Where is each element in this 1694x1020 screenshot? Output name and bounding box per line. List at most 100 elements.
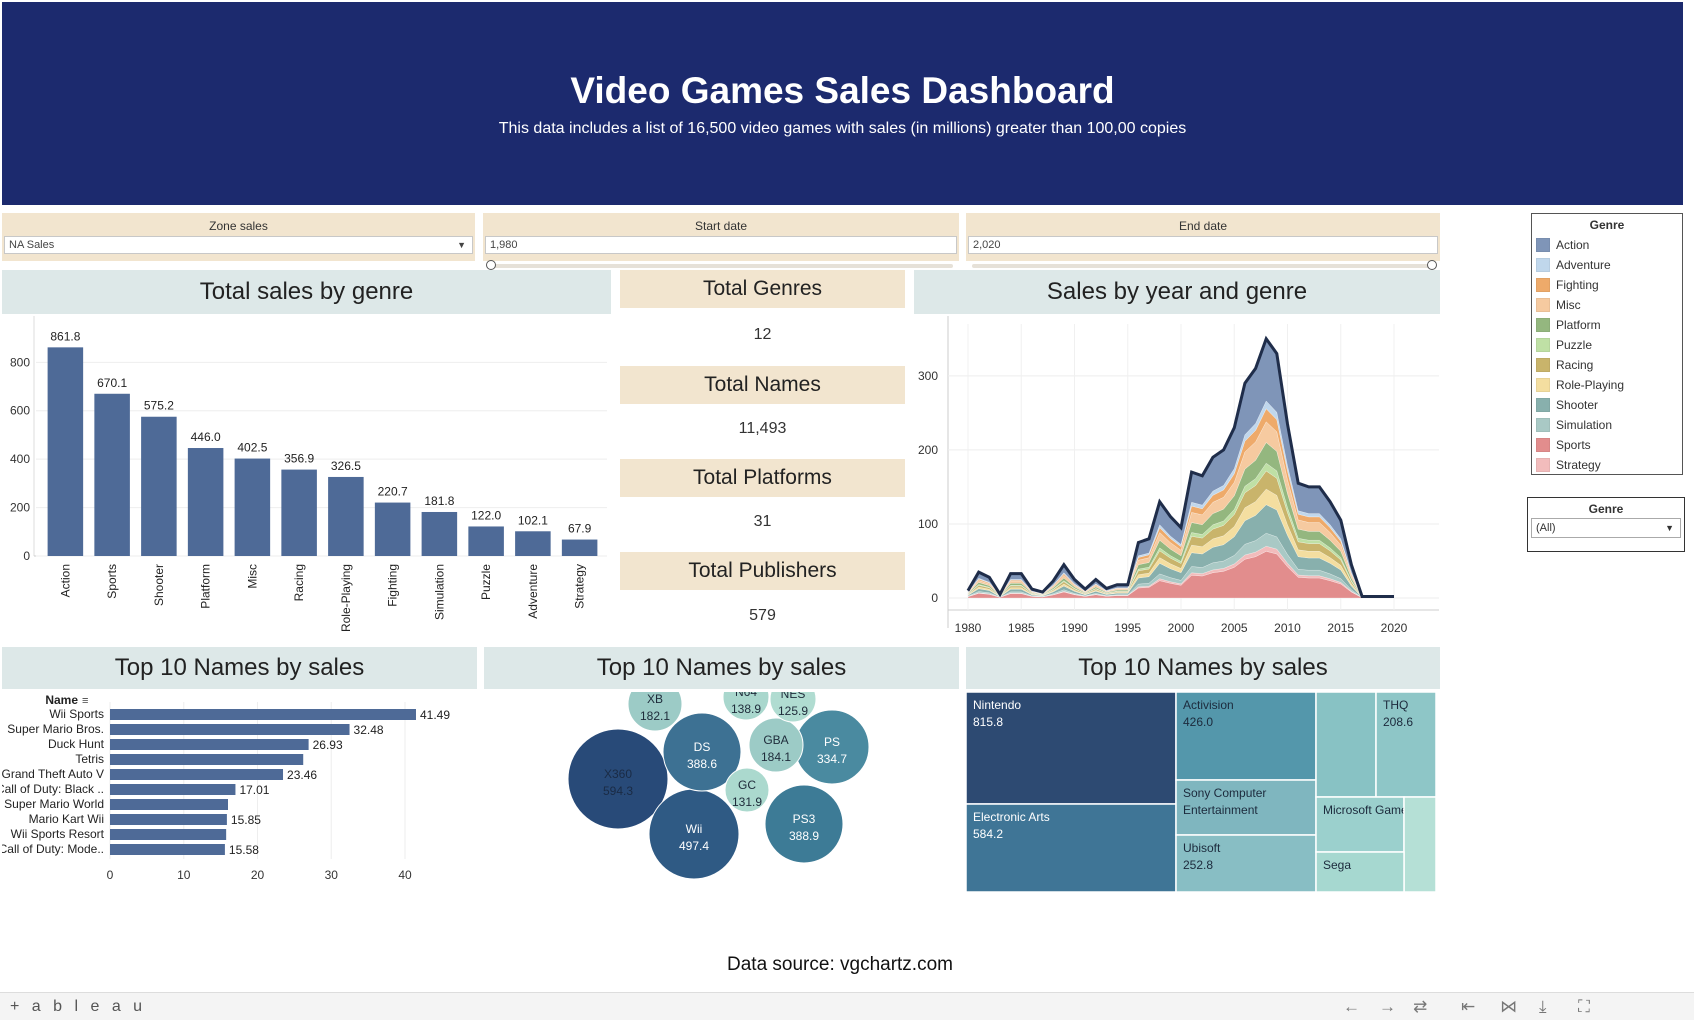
bubble-value: 497.4 (679, 839, 709, 853)
share-icon[interactable]: ⋈ (1500, 997, 1517, 1016)
data-source-note: Data source: vgchartz.com (727, 954, 953, 975)
genre-legend: Genre Action Adventure Fighting Misc Platfor… (1531, 213, 1683, 475)
bar-value-label: 181.8 (424, 494, 454, 508)
bar (110, 799, 228, 810)
fullscreen-icon[interactable]: ⛶ (1578, 997, 1590, 1016)
end-date-input[interactable]: 2,020 (968, 236, 1438, 254)
dashboard-header: Video Games Sales Dashboard This data in… (2, 2, 1683, 205)
legend-item[interactable]: Adventure (1532, 255, 1682, 275)
bar-value-label: 861.8 (50, 329, 80, 343)
treemap-cell (1175, 834, 1317, 892)
genre-dropdown[interactable]: (All) ▼ (1531, 518, 1681, 538)
bubble-value: 184.1 (761, 750, 791, 764)
zone-sales-label: Zone sales (209, 219, 268, 233)
genre-chart-title: Total sales by genre (2, 270, 611, 314)
x-tick-label: Role-Playing (339, 564, 353, 632)
start-date-slider-handle[interactable] (486, 260, 496, 270)
y-tick-label: 800 (10, 355, 30, 369)
legend-swatch (1536, 438, 1550, 452)
x-tick-label: 1995 (1114, 621, 1141, 635)
x-tick-label: Puzzle (479, 564, 493, 600)
end-date-slider-handle[interactable] (1427, 260, 1437, 270)
legend-item[interactable]: Misc (1532, 295, 1682, 315)
start-date-input[interactable]: 1,980 (485, 236, 957, 254)
end-date-slider-track[interactable] (972, 264, 1434, 268)
zone-sales-dropdown[interactable]: NA Sales ▼ (4, 236, 473, 254)
x-tick-label: Fighting (386, 564, 400, 607)
bar-value-label: 67.9 (568, 522, 592, 536)
year-genre-area-chart: 0 100 200 300 1980 1985 1990 1995 2000 2005 2010 20… (918, 316, 1439, 635)
start-date-label: Start date (694, 219, 748, 233)
legend-swatch (1536, 278, 1550, 292)
row-label: Super Mario World (4, 797, 104, 811)
row-label: Mario Kart Wii (29, 812, 104, 826)
treemap-label: Entertainment (1183, 803, 1258, 817)
y-tick-label: 0 (23, 549, 30, 563)
y-tick-label: 400 (10, 452, 30, 466)
x-tick-label: 2000 (1168, 621, 1195, 635)
download-icon[interactable]: ⤓ (1539, 997, 1547, 1016)
treemap-cell (1175, 779, 1317, 836)
row-label: Wii Sports (49, 707, 104, 721)
revert-icon[interactable]: ⇄ (1413, 997, 1428, 1016)
bubble-label: NES (781, 692, 806, 701)
bar (110, 739, 309, 750)
legend-swatch (1536, 358, 1550, 372)
treemap-label: Activision (1183, 698, 1234, 712)
legend-item[interactable]: Shooter (1532, 395, 1682, 415)
legend-item[interactable]: Racing (1532, 355, 1682, 375)
legend-swatch (1536, 318, 1550, 332)
legend-item[interactable]: Role-Playing (1532, 375, 1682, 395)
tableau-logo[interactable]: + a b l e a u (10, 998, 146, 1016)
legend-item[interactable]: Puzzle (1532, 335, 1682, 355)
kpi-platforms-label: Total Platforms (620, 459, 905, 497)
zone-sales-filter: Zone sales NA Sales ▼ (2, 213, 475, 261)
legend-label: Platform (1556, 318, 1601, 332)
treemap-value: 252.8 (1183, 858, 1213, 872)
bubble-label: Wii (686, 822, 703, 836)
legend-title: Genre (1589, 218, 1625, 232)
undo-icon[interactable]: ← (1343, 997, 1360, 1016)
treemap-label: Ubisoft (1183, 841, 1221, 855)
legend-label: Adventure (1556, 258, 1611, 272)
sort-icon: ≡ (82, 695, 88, 707)
total-outline (966, 335, 1394, 598)
bar-value-label: 356.9 (284, 452, 314, 466)
bubble-label: PS3 (793, 812, 816, 826)
legend-item[interactable]: Fighting (1532, 275, 1682, 295)
treemap-label: Sony Computer (1183, 786, 1266, 800)
redo-icon[interactable]: → (1379, 997, 1396, 1016)
legend-item[interactable]: Sports (1532, 435, 1682, 455)
legend-item[interactable]: Platform (1532, 315, 1682, 335)
names-chart-title: Top 10 Names by sales (2, 647, 477, 689)
kpi-publishers-value: 579 (749, 607, 776, 624)
bar (47, 347, 84, 556)
treemap-label: Nintendo (973, 698, 1021, 712)
bubble (724, 767, 770, 813)
y-tick-label: 300 (918, 369, 938, 383)
row-label: Tetris (75, 752, 104, 766)
legend-item[interactable]: Strategy (1532, 455, 1682, 475)
legend-swatch (1536, 378, 1550, 392)
bar-value-label: 32.48 (354, 723, 384, 737)
treemap-value: 208.6 (1383, 715, 1413, 729)
bubble (627, 692, 683, 732)
x-tick-label: Racing (292, 564, 306, 601)
legend-label: Racing (1556, 358, 1594, 372)
bar (187, 448, 224, 556)
legend-item[interactable]: Simulation (1532, 415, 1682, 435)
bar (374, 502, 411, 556)
bubble-label: N64 (735, 692, 757, 699)
bar-value-label: 220.7 (378, 485, 408, 499)
bar-value-label: 26.93 (313, 738, 343, 752)
legend-item[interactable]: Action (1532, 235, 1682, 255)
x-tick-label: 30 (325, 868, 339, 882)
bubble-value: 138.9 (731, 702, 761, 716)
legend-label: Strategy (1556, 458, 1601, 472)
treemap-cell (1403, 796, 1437, 892)
start-date-slider-track[interactable] (489, 264, 953, 268)
bubble (769, 692, 817, 723)
bubble-value: 388.9 (789, 829, 819, 843)
bar (421, 511, 458, 556)
revert-all-icon[interactable]: ⇤ (1461, 997, 1476, 1016)
